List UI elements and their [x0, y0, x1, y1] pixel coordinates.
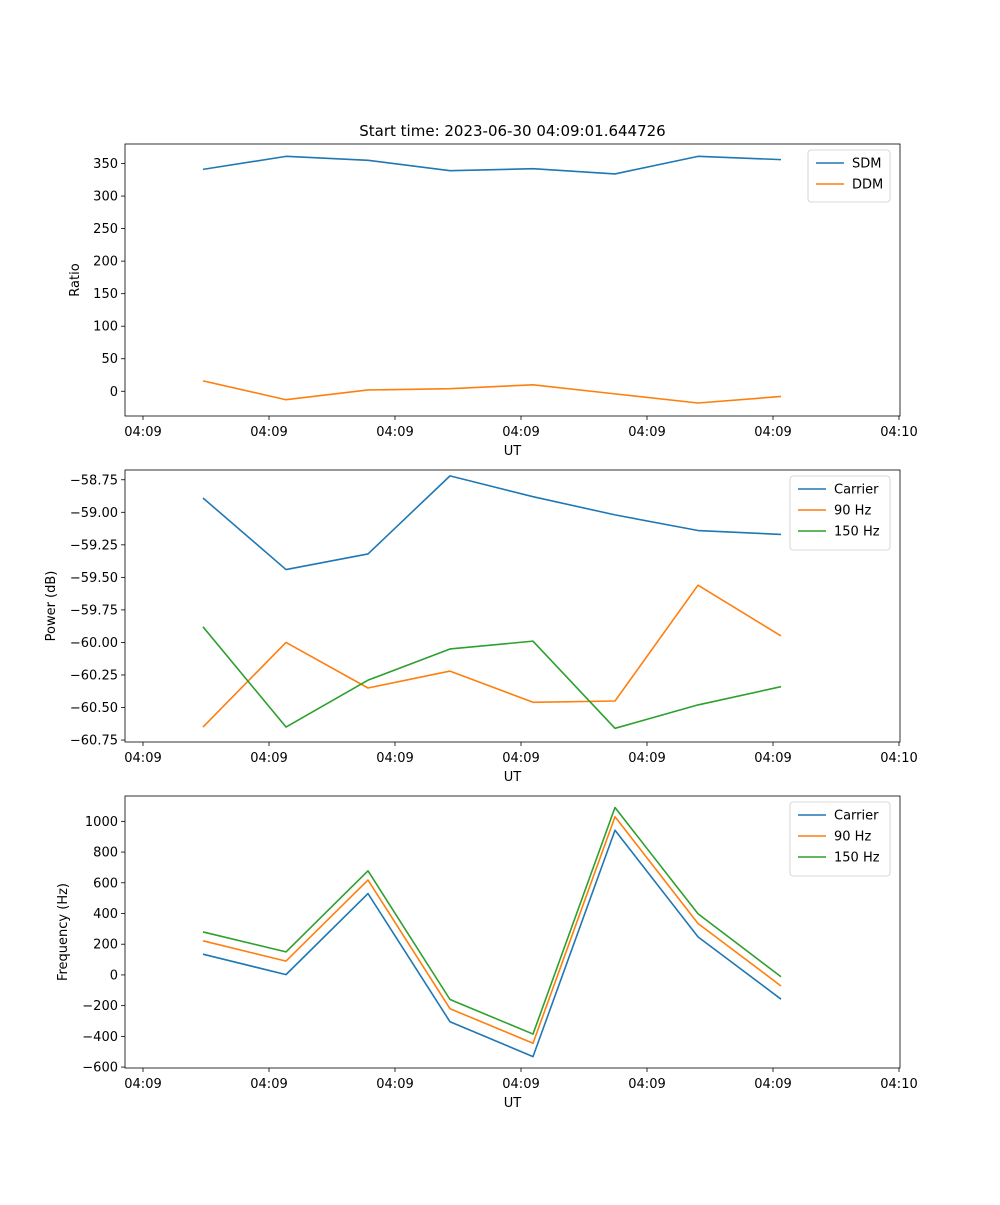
y-axis-label: Power (dB) — [44, 571, 59, 642]
x-tick-label: 04:09 — [376, 751, 413, 766]
x-tick-label: 04:09 — [124, 1077, 161, 1092]
y-tick-label: 0 — [110, 968, 118, 983]
legend-label: 90 Hz — [834, 830, 871, 845]
legend-label: SDM — [852, 157, 881, 172]
y-tick-label: 800 — [93, 846, 118, 861]
y-tick-label: −59.75 — [70, 603, 118, 618]
x-tick-label: 04:09 — [628, 425, 665, 440]
y-tick-label: −60.25 — [70, 668, 118, 683]
y-tick-label: 600 — [93, 876, 118, 891]
plot-frame — [124, 469, 901, 743]
x-tick-label: 04:09 — [124, 751, 161, 766]
legend-label: 90 Hz — [834, 504, 871, 519]
y-axis-label: Frequency (Hz) — [56, 883, 71, 981]
legend-label: Carrier — [834, 483, 879, 498]
legend: SDM DDM — [807, 149, 891, 203]
plot-frame — [124, 795, 901, 1069]
x-tick-label: 04:09 — [754, 751, 791, 766]
chart-panel-1: 04:09 04:09 04:09 04:09 04:09 04:09 04:10 0 50 10… — [68, 143, 918, 459]
series-line-1 — [202, 475, 782, 571]
x-tick-label: 04:09 — [628, 1077, 665, 1092]
x-tick-label: 04:09 — [502, 1077, 539, 1092]
chart-panel-2: 04:09 04:09 04:09 04:09 04:09 04:09 04:10 −60.7… — [44, 469, 918, 785]
y-tick-label: −59.50 — [70, 571, 118, 586]
series-line-3 — [202, 626, 782, 730]
y-tick-label: −400 — [82, 1030, 118, 1045]
y-tick-label: −59.25 — [70, 538, 118, 553]
x-tick-label: 04:10 — [880, 751, 917, 766]
y-tick-label: 0 — [110, 385, 118, 400]
y-tick-label: 350 — [93, 157, 118, 172]
chart-panel-3: 04:09 04:09 04:09 04:09 04:09 04:09 04:10 −600 −… — [56, 795, 918, 1111]
y-tick-label: 150 — [93, 287, 118, 302]
x-tick-label: 04:09 — [250, 751, 287, 766]
y-tick-label: 200 — [93, 255, 118, 270]
y-tick-label: −59.00 — [70, 506, 118, 521]
y-tick-label: 1000 — [85, 815, 118, 830]
x-tick-label: 04:09 — [754, 1077, 791, 1092]
series-line-1 — [202, 829, 782, 1058]
x-tick-label: 04:09 — [250, 425, 287, 440]
legend: Carrier 90 Hz 150 Hz — [789, 475, 891, 551]
x-tick-label: 04:09 — [754, 425, 791, 440]
y-tick-label: −600 — [82, 1061, 118, 1076]
x-axis-label: UT — [504, 444, 522, 459]
y-tick-label: −60.75 — [70, 734, 118, 749]
y-tick-label: −200 — [82, 999, 118, 1014]
y-tick-label: 100 — [93, 320, 118, 335]
y-tick-label: −60.00 — [70, 636, 118, 651]
y-tick-label: 250 — [93, 222, 118, 237]
x-tick-label: 04:09 — [376, 425, 413, 440]
legend-label: Carrier — [834, 809, 879, 824]
x-tick-label: 04:09 — [250, 1077, 287, 1092]
legend-label: DDM — [852, 178, 883, 193]
y-tick-label: −60.50 — [70, 701, 118, 716]
y-tick-label: −58.75 — [70, 473, 118, 488]
series-line-2 — [202, 380, 782, 404]
x-tick-label: 04:09 — [628, 751, 665, 766]
x-axis-label: UT — [504, 1096, 522, 1111]
series-line-3 — [202, 806, 782, 1035]
x-tick-label: 04:10 — [880, 1077, 917, 1092]
legend-label: 150 Hz — [834, 851, 880, 866]
chart-title: Start time: 2023-06-30 04:09:01.644726 — [359, 122, 665, 140]
x-tick-label: 04:09 — [376, 1077, 413, 1092]
x-tick-label: 04:09 — [502, 425, 539, 440]
x-tick-label: 04:10 — [880, 425, 917, 440]
series-line-2 — [202, 815, 782, 1045]
plot-frame — [124, 143, 901, 417]
legend: Carrier 90 Hz 150 Hz — [789, 801, 891, 877]
legend-label: 150 Hz — [834, 525, 880, 540]
y-tick-label: 300 — [93, 190, 118, 205]
x-tick-label: 04:09 — [124, 425, 161, 440]
y-tick-label: 400 — [93, 907, 118, 922]
y-tick-label: 200 — [93, 938, 118, 953]
series-line-1 — [202, 155, 782, 175]
x-tick-label: 04:09 — [502, 751, 539, 766]
y-axis-label: Ratio — [68, 263, 83, 296]
series-line-2 — [202, 584, 782, 728]
x-axis-label: UT — [504, 770, 522, 785]
y-tick-label: 50 — [101, 352, 118, 367]
